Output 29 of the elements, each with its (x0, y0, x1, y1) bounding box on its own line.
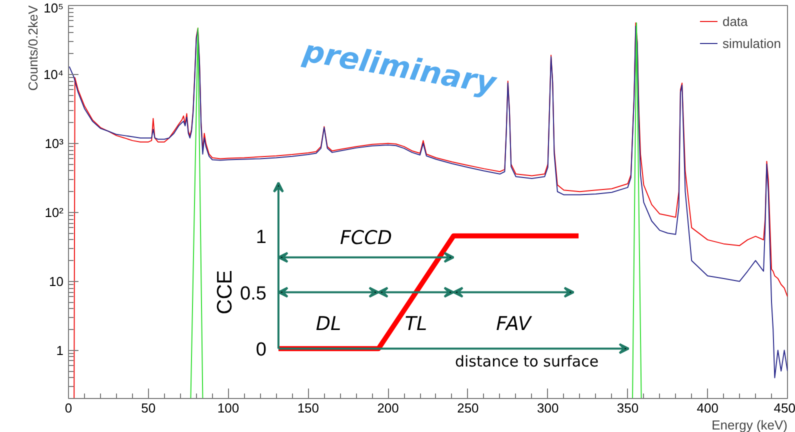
annotation: FCCD (340, 227, 392, 250)
y-tick-label: 10 (49, 274, 64, 289)
y-tick-label: 10³ (44, 136, 64, 151)
legend-label: data (722, 14, 748, 28)
x-tick-label: 150 (297, 400, 320, 416)
annotation: FAV (496, 312, 533, 335)
annotation: DL (316, 312, 342, 335)
y-axis-title: Counts/0.2keV (26, 5, 40, 91)
x-tick-label: 0 (64, 400, 72, 416)
annotation: TL (404, 312, 428, 335)
x-tick-label: 450 (774, 400, 795, 416)
x-tick-label: 100 (217, 400, 240, 416)
text: distance to surface (454, 352, 599, 371)
text: CCE (213, 270, 236, 314)
x-tick-label: 250 (457, 400, 479, 416)
x-axis-title: Energy (keV) (712, 418, 788, 432)
y-tick-label: 1 (56, 342, 64, 358)
legend-label: simulation (722, 36, 781, 50)
x-tick-label: 50 (141, 400, 156, 416)
y-tick-label: 10⁵ (44, 0, 64, 16)
annotation: 0 (256, 340, 266, 361)
x-tick-label: 350 (616, 400, 639, 416)
y-tick-label: 10² (44, 204, 64, 220)
y-tick-label: 10⁴ (43, 66, 64, 82)
annotation: 1 (256, 226, 266, 248)
x-tick-label: 200 (377, 400, 399, 416)
annotation: 0.5 (240, 283, 266, 304)
x-tick-label: 300 (536, 400, 559, 416)
x-tick-label: 400 (696, 400, 718, 416)
